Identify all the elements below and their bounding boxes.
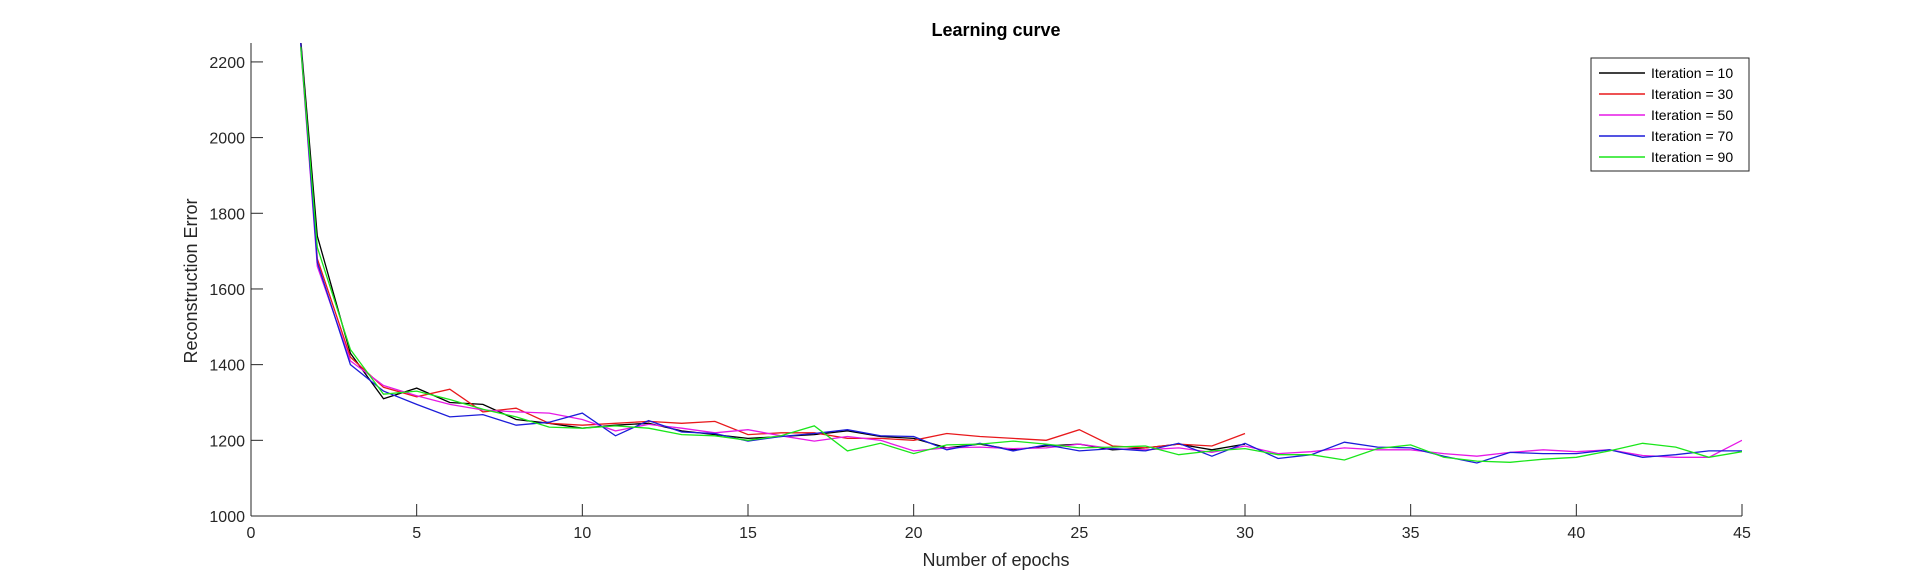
y-tick-label: 1000 — [209, 509, 245, 526]
series-line-2 — [300, 43, 1246, 449]
series-line-3 — [300, 46, 1742, 458]
legend: Iteration = 10 Iteration = 30 Iteration = … — [1590, 57, 1750, 172]
y-tick-label: 1800 — [209, 206, 245, 223]
x-tick-label: 25 — [1070, 525, 1088, 542]
x-tick-label: 20 — [905, 525, 923, 542]
legend-label: Iteration = 30 — [1651, 86, 1733, 102]
x-tick-label: 35 — [1402, 525, 1420, 542]
y-tick-label: 1200 — [209, 433, 245, 450]
x-tick-label: 15 — [739, 525, 757, 542]
chart-title: Learning curve — [931, 20, 1060, 40]
series-line-5 — [300, 46, 1742, 463]
series-line-1 — [300, 43, 1246, 451]
y-axis-label: Reconstruction Error — [181, 198, 201, 363]
y-tick-label: 1400 — [209, 358, 245, 375]
x-axis-label: Number of epochs — [922, 550, 1069, 570]
x-tick-label: 45 — [1733, 525, 1751, 542]
x-tick-label: 5 — [412, 525, 421, 542]
axes: 0 5 10 15 20 25 30 35 40 45 1000 1200 1400 1600 1800 20… — [209, 43, 1751, 542]
series-line-4 — [300, 43, 1742, 464]
legend-label: Iteration = 70 — [1651, 128, 1733, 144]
y-tick-label: 2200 — [209, 55, 245, 72]
legend-label: Iteration = 90 — [1651, 149, 1733, 165]
y-tick-label: 2000 — [209, 131, 245, 148]
x-tick-label: 10 — [573, 525, 591, 542]
y-tick-label: 1600 — [209, 282, 245, 299]
x-tick-label: 0 — [247, 525, 256, 542]
x-tick-label: 40 — [1567, 525, 1585, 542]
legend-label: Iteration = 10 — [1651, 65, 1733, 81]
series-lines — [300, 43, 1742, 464]
legend-label: Iteration = 50 — [1651, 107, 1733, 123]
x-tick-label: 30 — [1236, 525, 1254, 542]
